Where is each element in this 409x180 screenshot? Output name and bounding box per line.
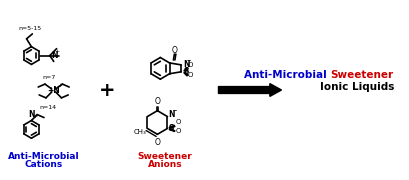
Text: S: S [168,124,173,133]
Text: O: O [154,138,160,147]
Text: N: N [51,51,57,60]
Text: +: + [57,83,62,88]
Text: O: O [171,46,177,55]
Text: –: – [187,56,191,65]
Text: Sweetener: Sweetener [329,70,392,80]
Text: Cations: Cations [25,160,63,169]
Text: n=7: n=7 [42,75,55,80]
Text: Ionic Liquids: Ionic Liquids [319,82,393,92]
Text: S: S [183,67,188,76]
Text: N: N [28,110,35,119]
FancyArrow shape [218,84,281,96]
Text: N: N [183,60,189,69]
Text: O: O [175,128,180,134]
Text: +: + [54,49,59,54]
Text: n=14: n=14 [39,105,56,110]
Text: Sweetener: Sweetener [137,152,192,161]
Text: +: + [32,114,38,119]
Text: –: – [172,106,176,115]
Text: Anti-Microbial: Anti-Microbial [8,152,80,161]
Text: CH₃: CH₃ [133,129,146,135]
Text: O: O [154,97,160,106]
Text: +: + [99,80,115,100]
Text: O: O [187,72,193,78]
Text: Anti-Microbial: Anti-Microbial [243,70,329,80]
Text: n=5-15: n=5-15 [18,26,41,31]
Text: O: O [187,62,193,68]
Text: O: O [175,120,180,125]
Text: Anions: Anions [148,160,182,169]
Text: +N: +N [47,86,60,94]
Text: N: N [168,110,175,119]
